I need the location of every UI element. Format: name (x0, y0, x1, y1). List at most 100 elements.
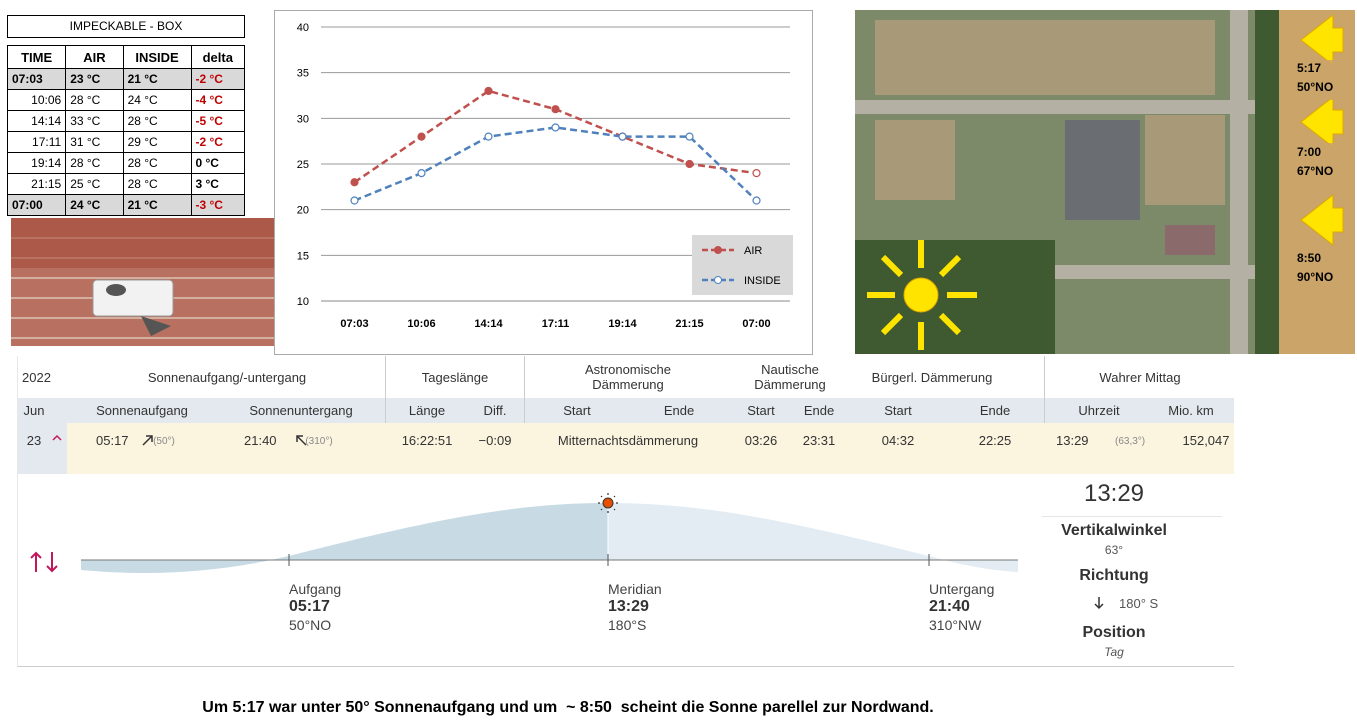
group-header: Tageslänge (421, 370, 489, 385)
y-tick-label: 20 (297, 205, 309, 217)
point (484, 86, 493, 96)
position-label: Position (1082, 624, 1146, 641)
cell: 28 °C (122, 110, 192, 132)
cell: 0 °C (190, 152, 245, 174)
cell: 24 °C (65, 194, 124, 216)
divider (1044, 356, 1045, 423)
event-direction: 310°NW (929, 617, 982, 633)
wall-photo (11, 218, 274, 346)
y-tick-label: 25 (297, 159, 309, 171)
event-time: 21:40 (929, 598, 970, 615)
row: 07:00 24 °C 21 °C -3 °C (6, 194, 245, 216)
year: 2022 (22, 370, 51, 385)
row: 21:15 25 °C 28 °C 3 °C (6, 173, 245, 195)
point (350, 178, 359, 187)
cell: 21 °C (122, 68, 192, 90)
sub-header: Start (747, 403, 775, 418)
cell: 04:32 (881, 433, 915, 448)
sub-header: Sonnenaufgang (96, 403, 188, 418)
cell: 23 °C (65, 68, 124, 90)
cell: 13:29 (1056, 433, 1089, 448)
point (417, 132, 426, 141)
cell: 14:14 (6, 110, 67, 132)
divider (385, 356, 386, 423)
current-time: 13:29 (1083, 480, 1145, 507)
y-tick-label: 15 (297, 250, 309, 262)
position-value: Tag (1104, 645, 1124, 659)
point (618, 132, 627, 141)
aerial-angle: 50°NO (1297, 80, 1333, 94)
aerial-time: 8:50 (1297, 251, 1321, 265)
aerial-time: 7:00 (1297, 145, 1321, 159)
vertical-label: Vertikalwinkel (1061, 522, 1167, 539)
cell: 07:00 (6, 194, 67, 216)
row: 14:14 33 °C 28 °C -5 °C (6, 110, 245, 132)
legend-label: INSIDE (744, 275, 781, 287)
expand-icon[interactable] (52, 434, 62, 442)
cell: 17:11 (6, 131, 67, 153)
row: 10:06 28 °C 24 °C -4 °C (6, 89, 245, 111)
aerial-angle: 90°NO (1297, 270, 1333, 284)
x-tick-label: 10:06 (407, 318, 435, 330)
cell: 10:06 (6, 89, 67, 111)
event-label: Meridian (608, 581, 662, 597)
cell: 05:17 (96, 433, 129, 448)
cell: 23 (26, 433, 42, 448)
aerial-photo: 5:17 50°NO 7:00 67°NO 8:50 90°NO (855, 10, 1355, 354)
x-tick-label: 07:00 (742, 318, 770, 330)
cell: 28 °C (65, 152, 124, 174)
separator (1042, 516, 1222, 517)
cell: (63,3°) (1115, 436, 1146, 447)
sub-header: Start (884, 403, 912, 418)
event-direction: 180°S (608, 617, 647, 633)
cell: -4 °C (190, 89, 245, 111)
direction-label: Richtung (1079, 567, 1149, 584)
x-tick-label: 21:15 (675, 318, 703, 330)
cell: 21:15 (6, 173, 67, 195)
group-header: Bürgerl. Dämmerung (871, 370, 993, 385)
row: 17:11 31 °C 29 °C -2 °C (6, 131, 245, 153)
point (417, 169, 426, 178)
sub-header: Diff. (483, 403, 507, 418)
y-tick-label: 35 (297, 68, 309, 80)
sub-header: Mio. km (1168, 403, 1214, 418)
cell: 29 °C (122, 131, 192, 153)
cell: 22:25 (978, 433, 1012, 448)
cell: 28 °C (122, 173, 192, 195)
sub-header: Start (563, 403, 591, 418)
cell: -2 °C (190, 131, 245, 153)
column-header: AIR (65, 45, 124, 69)
direction-value: 180° S (1119, 596, 1159, 611)
row-bg (67, 423, 1234, 474)
sub-header: Länge (408, 403, 446, 418)
cell: −0:09 (478, 433, 512, 448)
aerial-time: 5:17 (1297, 61, 1321, 75)
legend-marker (714, 276, 722, 284)
legend-marker (714, 246, 722, 254)
x-tick-label: 07:03 (340, 318, 368, 330)
sub-header: Ende (663, 403, 695, 418)
cell: 21:40 (244, 433, 277, 448)
caption: Um 5:17 war unter 50° Sonnenaufgang und … (202, 699, 934, 716)
cell: 21 °C (122, 194, 192, 216)
point (752, 196, 761, 205)
sub-header: Ende (803, 403, 835, 418)
row: 07:03 23 °C 21 °C -2 °C (6, 68, 245, 90)
column-header: INSIDE (122, 45, 192, 69)
y-tick-label: 40 (297, 22, 309, 34)
x-tick-label: 19:14 (608, 318, 637, 330)
event-time: 13:29 (608, 598, 649, 615)
cell: 28 °C (65, 89, 124, 111)
cell: (310°) (305, 436, 333, 447)
sub-header: Ende (979, 403, 1011, 418)
cell: (50°) (153, 436, 175, 447)
cell: 31 °C (65, 131, 124, 153)
cell: -3 °C (190, 194, 245, 216)
legend-box (692, 235, 793, 295)
sub-header: Sonnenuntergang (249, 403, 353, 418)
cell: 25 °C (65, 173, 124, 195)
y-tick-label: 10 (297, 296, 309, 308)
x-tick-label: 17:11 (542, 318, 570, 330)
cell: 07:03 (6, 68, 67, 90)
group-header: Astronomische Dämmerung (585, 362, 671, 392)
